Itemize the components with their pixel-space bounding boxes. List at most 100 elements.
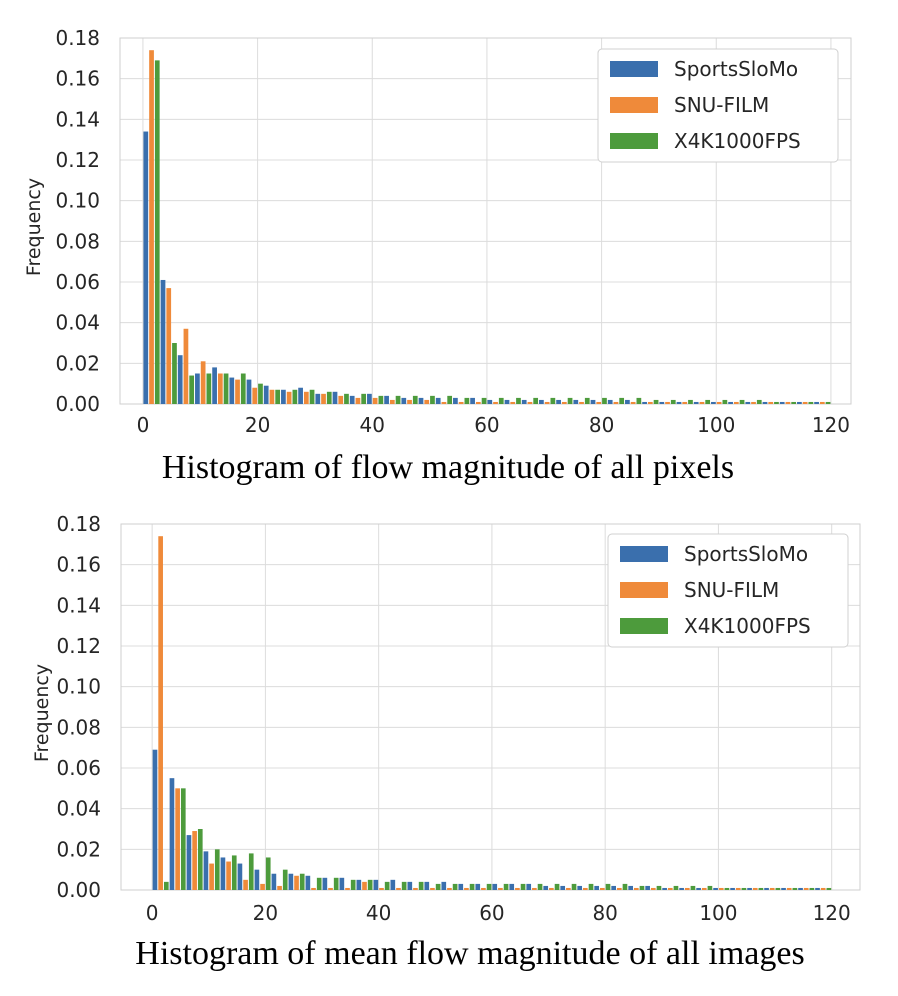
bar-sportsslomo — [713, 887, 718, 890]
y-tick-label: 0.16 — [55, 67, 100, 91]
bar-sportsslomo — [367, 393, 372, 404]
bar-sportsslomo — [475, 883, 481, 890]
histogram-chart-pixels: 0.00 0.02 0.04 0.06 0.08 0.10 0.12 0.14 0.16 0.18… — [0, 0, 898, 490]
bar-x4k1000fps — [384, 881, 390, 890]
bar-snu-film — [149, 50, 154, 404]
bar-sportsslomo — [676, 401, 682, 404]
y-axis-label: Frequency — [23, 178, 45, 276]
bar-x4k1000fps — [163, 881, 169, 890]
bar-x4k1000fps — [197, 829, 203, 890]
bar-x4k1000fps — [554, 883, 560, 890]
bar-x4k1000fps — [567, 397, 573, 404]
bar-snu-film — [200, 361, 206, 404]
bar-snu-film — [735, 887, 741, 890]
bar-sportsslomo — [435, 397, 441, 404]
bar-snu-film — [424, 399, 430, 404]
bar-x4k1000fps — [344, 393, 349, 404]
x-tick-label: 0 — [146, 901, 159, 925]
y-tick-label: 0.00 — [56, 878, 101, 902]
bar-sportsslomo — [814, 401, 819, 404]
bar-sportsslomo — [728, 401, 733, 404]
bar-x4k1000fps — [206, 373, 212, 404]
bar-sportsslomo — [762, 401, 768, 404]
bar-snu-film — [175, 788, 180, 890]
legend-label: SportsSloMo — [674, 57, 798, 81]
bar-sportsslomo — [212, 367, 217, 404]
bar-snu-film — [338, 395, 344, 404]
bar-sportsslomo — [764, 887, 769, 890]
bar-x4k1000fps — [792, 887, 798, 890]
bar-sportsslomo — [590, 399, 596, 404]
bar-sportsslomo — [195, 373, 200, 404]
bar-sportsslomo — [186, 835, 192, 890]
histogram-chart-images: 0.00 0.02 0.04 0.06 0.08 0.10 0.12 0.14 0.16 0.18… — [0, 490, 898, 996]
bar-snu-film — [166, 288, 172, 404]
bar-sportsslomo — [747, 887, 752, 890]
bar-x4k1000fps — [619, 397, 625, 404]
bar-x4k1000fps — [705, 399, 711, 404]
y-tick-label: 0.16 — [56, 553, 101, 577]
bar-x4k1000fps — [584, 397, 590, 404]
x-tick-label: 120 — [813, 901, 851, 925]
bar-snu-film — [413, 887, 418, 890]
x-tick-label: 100 — [699, 901, 737, 925]
bar-x4k1000fps — [636, 397, 642, 404]
bar-sportsslomo — [577, 885, 583, 890]
bar-snu-film — [532, 887, 537, 890]
bar-sportsslomo — [143, 131, 149, 405]
bar-snu-film — [579, 401, 584, 404]
bar-sportsslomo — [169, 778, 175, 890]
bar-snu-film — [464, 887, 469, 890]
bar-sportsslomo — [390, 879, 396, 890]
bar-sportsslomo — [711, 401, 716, 404]
bar-snu-film — [786, 887, 792, 890]
bar-x4k1000fps — [707, 885, 713, 890]
y-tick-label: 0.02 — [56, 837, 101, 861]
x-tick-label: 40 — [360, 413, 385, 437]
bar-sportsslomo — [305, 875, 311, 890]
legend-label: X4K1000FPS — [674, 129, 801, 153]
bar-snu-film — [226, 861, 231, 890]
y-tick-label: 0.08 — [55, 229, 100, 253]
bar-sportsslomo — [177, 355, 183, 404]
bar-x4k1000fps — [486, 883, 492, 890]
bar-snu-film — [447, 887, 452, 890]
bar-snu-film — [630, 401, 636, 404]
bar-snu-film — [561, 401, 567, 404]
bar-x4k1000fps — [172, 343, 177, 404]
chart-caption: Histogram of mean flow magnitude of all … — [135, 935, 804, 972]
chart-canvas: 0.00 0.02 0.04 0.06 0.08 0.10 0.12 0.14 0.16 0.18… — [31, 512, 861, 972]
bar-x4k1000fps — [180, 788, 186, 890]
bar-x4k1000fps — [326, 391, 332, 404]
legend-label: SNU-FILM — [684, 578, 779, 602]
bar-x4k1000fps — [739, 399, 745, 404]
bar-x4k1000fps — [722, 399, 728, 404]
y-tick-label: 0.00 — [55, 392, 100, 416]
bar-x4k1000fps — [240, 373, 246, 404]
y-tick-label: 0.10 — [56, 675, 101, 699]
bar-snu-film — [345, 887, 350, 890]
bar-snu-film — [647, 401, 653, 404]
bar-snu-film — [158, 536, 163, 890]
bar-snu-film — [396, 887, 401, 890]
bar-sportsslomo — [745, 401, 751, 404]
bar-x4k1000fps — [533, 397, 539, 404]
bar-x4k1000fps — [639, 885, 645, 890]
bar-sportsslomo — [418, 397, 424, 404]
bar-x4k1000fps — [214, 849, 220, 890]
chart-caption: Histogram of flow magnitude of all pixel… — [162, 449, 734, 486]
bar-snu-film — [407, 399, 412, 404]
bar-snu-film — [217, 373, 223, 404]
bar-x4k1000fps — [605, 883, 611, 890]
bar-sportsslomo — [625, 399, 630, 404]
legend-swatch — [620, 546, 668, 562]
bar-sportsslomo — [237, 863, 243, 890]
x-tick-label: 100 — [697, 413, 735, 437]
bar-snu-film — [209, 863, 214, 890]
bar-x4k1000fps — [309, 389, 315, 404]
bar-x4k1000fps — [775, 887, 781, 890]
bar-x4k1000fps — [550, 397, 556, 404]
bar-sportsslomo — [611, 885, 616, 890]
bar-snu-film — [260, 883, 265, 890]
bar-sportsslomo — [642, 401, 647, 404]
